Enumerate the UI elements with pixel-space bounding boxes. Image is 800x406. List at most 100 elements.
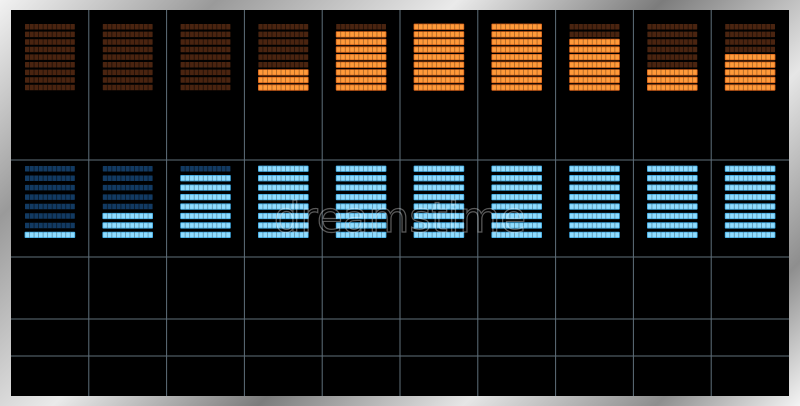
lit-segment-blue bbox=[491, 184, 542, 191]
unlit-segment-orange bbox=[180, 24, 231, 30]
lit-segment-blue bbox=[335, 184, 387, 191]
lit-segment-orange bbox=[569, 69, 620, 76]
unlit-segment-orange bbox=[180, 84, 231, 91]
unlit-segment-orange bbox=[647, 54, 698, 60]
lit-segment-blue bbox=[569, 222, 620, 229]
lit-segment-blue bbox=[724, 212, 776, 220]
unlit-segment-blue bbox=[102, 175, 153, 181]
unlit-segment-blue bbox=[25, 166, 75, 172]
lit-segment-blue bbox=[647, 212, 698, 220]
lit-segment-blue bbox=[491, 165, 542, 172]
band-column bbox=[102, 24, 154, 239]
unlit-segment-orange bbox=[258, 54, 309, 60]
lit-segment-orange bbox=[724, 69, 776, 76]
unlit-segment-orange bbox=[180, 31, 231, 38]
lit-segment-blue bbox=[647, 184, 698, 191]
lit-segment-orange bbox=[413, 31, 465, 38]
unlit-segment-blue bbox=[25, 222, 75, 229]
lit-segment-orange bbox=[257, 69, 309, 76]
unlit-segment-orange bbox=[102, 54, 153, 60]
lit-segment-blue bbox=[724, 184, 776, 191]
equalizer-display: dreamstime bbox=[11, 10, 789, 396]
lit-segment-blue bbox=[647, 203, 698, 210]
lit-segment-orange bbox=[491, 69, 542, 76]
lit-segment-blue bbox=[257, 165, 309, 172]
lit-segment-blue bbox=[647, 165, 698, 172]
unlit-segment-orange bbox=[180, 54, 231, 60]
lit-segment-blue bbox=[491, 212, 542, 220]
band-columns bbox=[24, 23, 776, 239]
lit-segment-blue bbox=[647, 231, 698, 239]
unlit-segment-blue bbox=[180, 166, 231, 172]
band-column bbox=[257, 24, 309, 239]
lit-segment-blue bbox=[569, 212, 620, 220]
unlit-segment-blue bbox=[25, 213, 75, 219]
unlit-segment-orange bbox=[25, 39, 75, 45]
lit-segment-orange bbox=[491, 31, 542, 38]
unlit-segment-orange bbox=[25, 46, 75, 53]
lit-segment-orange bbox=[413, 69, 465, 76]
unlit-segment-orange bbox=[258, 31, 309, 38]
lit-segment-blue bbox=[413, 222, 465, 229]
lit-segment-blue bbox=[569, 203, 620, 210]
unlit-segment-orange bbox=[102, 69, 153, 76]
unlit-segment-orange bbox=[25, 31, 75, 38]
watermark: dreamstime bbox=[274, 193, 526, 242]
unlit-segment-orange bbox=[258, 46, 309, 53]
unlit-segment-orange bbox=[180, 46, 231, 53]
lit-segment-blue bbox=[491, 222, 542, 229]
unlit-segment-orange bbox=[258, 62, 309, 68]
lit-segment-blue bbox=[257, 203, 309, 210]
lit-segment-orange bbox=[257, 84, 309, 91]
lit-segment-blue bbox=[491, 203, 542, 210]
lit-segment-blue bbox=[569, 231, 620, 239]
unlit-segment-orange bbox=[258, 24, 309, 30]
lit-segment-orange bbox=[335, 61, 387, 68]
unlit-segment-orange bbox=[25, 54, 75, 60]
lit-segment-orange bbox=[491, 38, 542, 46]
lit-segment-blue bbox=[180, 212, 231, 220]
lit-segment-blue bbox=[724, 193, 776, 201]
lit-segment-blue bbox=[180, 222, 231, 229]
lit-segment-blue bbox=[413, 212, 465, 220]
unlit-segment-orange bbox=[25, 62, 75, 68]
lit-segment-blue bbox=[335, 175, 387, 182]
lit-segment-blue bbox=[335, 203, 387, 210]
unlit-segment-blue bbox=[25, 175, 75, 181]
lit-segment-orange bbox=[491, 46, 542, 53]
lit-segment-orange bbox=[491, 76, 542, 84]
lit-segment-orange bbox=[413, 84, 465, 91]
unlit-segment-orange bbox=[102, 77, 153, 83]
lit-segment-orange bbox=[724, 84, 776, 91]
band-column bbox=[180, 24, 231, 239]
lit-segment-blue bbox=[491, 193, 542, 201]
lit-segment-blue bbox=[257, 193, 309, 201]
lit-segment-orange bbox=[491, 61, 542, 68]
lit-segment-blue bbox=[724, 175, 776, 182]
lit-segment-orange bbox=[491, 54, 542, 61]
lit-segment-blue bbox=[257, 212, 309, 220]
lit-segment-blue bbox=[724, 231, 776, 239]
lit-segment-orange bbox=[413, 46, 465, 53]
lit-segment-blue bbox=[413, 175, 465, 182]
lit-segment-orange bbox=[335, 76, 387, 84]
lit-segment-blue bbox=[413, 193, 465, 201]
unlit-segment-orange bbox=[180, 62, 231, 68]
unlit-segment-orange bbox=[180, 69, 231, 76]
lit-segment-orange bbox=[335, 69, 387, 76]
unlit-segment-orange bbox=[25, 84, 75, 91]
lit-segment-orange bbox=[413, 54, 465, 61]
unlit-segment-orange bbox=[647, 39, 698, 45]
unlit-segment-orange bbox=[102, 62, 153, 68]
lit-segment-orange bbox=[335, 31, 387, 38]
unlit-segment-orange bbox=[725, 31, 775, 38]
lit-segment-blue bbox=[413, 231, 465, 239]
lit-segment-blue bbox=[647, 193, 698, 201]
lit-segment-orange bbox=[569, 61, 620, 68]
unlit-segment-orange bbox=[102, 39, 153, 45]
lit-segment-orange bbox=[335, 46, 387, 53]
lit-segment-orange bbox=[413, 76, 465, 84]
lit-segment-blue bbox=[569, 175, 620, 182]
lit-segment-blue bbox=[257, 184, 309, 191]
unlit-segment-blue bbox=[25, 194, 75, 200]
